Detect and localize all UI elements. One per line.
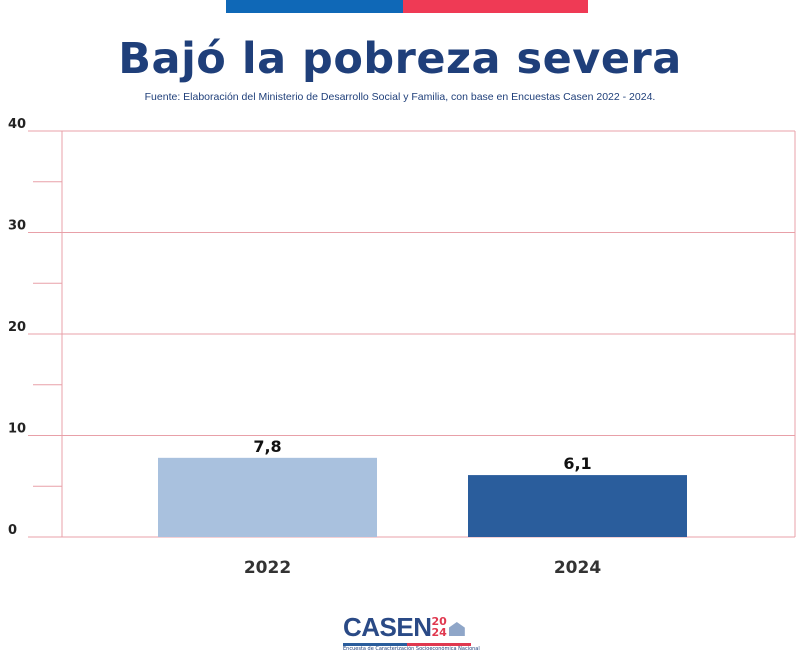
x-tick-label: 2022 <box>244 558 291 578</box>
logo-stripe <box>343 643 471 646</box>
y-tick-label: 40 <box>8 117 26 132</box>
bar-2022 <box>158 457 377 537</box>
chart-subtitle: Fuente: Elaboración del Ministerio de De… <box>144 91 656 103</box>
casen-logo: CASEN20 24 Encuesta de Caracterización So… <box>343 612 483 652</box>
y-tick-label: 10 <box>8 422 26 437</box>
flag-stripe-red <box>403 0 588 13</box>
bar-2024 <box>468 475 687 537</box>
logo-year: 20 24 <box>431 615 447 639</box>
house-icon <box>448 622 465 636</box>
chart-title: Bajó la pobreza severa <box>118 34 682 84</box>
y-tick-label: 30 <box>8 219 26 234</box>
logo-tagline: Encuesta de Caracterización Socioeconómi… <box>343 646 480 652</box>
y-tick-label: 0 <box>8 523 17 538</box>
flag-stripe-blue <box>226 0 403 13</box>
data-label: 6,1 <box>563 454 591 473</box>
logo-word: CASEN <box>343 612 432 642</box>
x-tick-label: 2024 <box>554 558 601 578</box>
y-tick-label: 20 <box>8 320 26 335</box>
data-label: 7,8 <box>253 437 281 456</box>
bar-chart: 0 10 20 30 40 7,8 2022 6,1 2024 <box>8 117 796 578</box>
